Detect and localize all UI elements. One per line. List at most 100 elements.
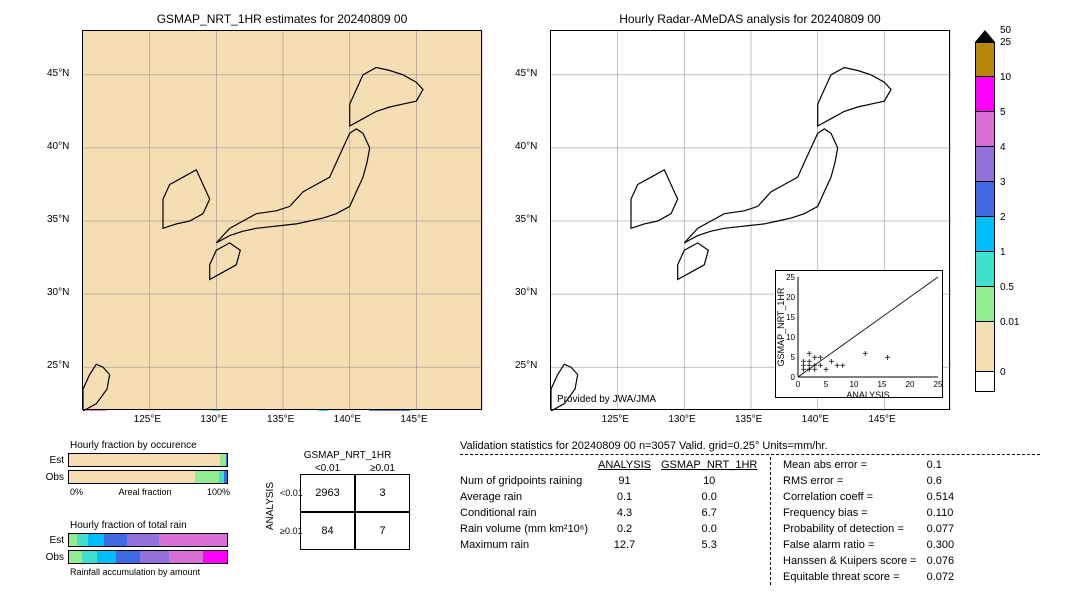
metric-key: Probability of detection = [783,521,927,537]
metric-val: 0.110 [927,505,965,521]
validation-header: Validation statistics for 20240809 00 n=… [460,440,1040,452]
colorbar-label: 1 [1000,247,1006,258]
svg-text:15: 15 [878,380,887,389]
colorbar-label: 4 [1000,142,1006,153]
stat-val: 4.3 [598,505,661,521]
stat-key: Average rain [460,489,598,505]
stat-val: 91 [598,473,661,489]
left-map-panel [82,30,482,410]
stat-val: 10 [661,473,767,489]
col-header: ANALYSIS [598,457,661,473]
colorbar-label: 25 [1000,37,1011,48]
svg-text:10: 10 [850,380,859,389]
metric-val: 0.6 [927,473,965,489]
fraction-occurrence-chart: Hourly fraction by occurenceEstObs0%Area… [40,440,230,497]
y-tick: 40°N [47,141,69,152]
x-tick: 135°E [735,414,762,425]
stat-key: Num of gridpoints raining [460,473,598,489]
fraction-total-chart: Hourly fraction of total rainEstObsRainf… [40,520,228,577]
chart-title: Hourly fraction by occurence [70,440,230,451]
svg-text:+: + [840,361,846,372]
stat-val: 12.7 [598,537,661,553]
colorbar-label: 5 [1000,107,1006,118]
figure-container: GSMAP_NRT_1HR estimates for 20240809 00 … [0,0,1080,612]
est-bar [68,533,228,547]
colorbar-segment [975,182,995,217]
colorbar-label: 10 [1000,72,1011,83]
colorbar-segment [975,217,995,252]
metric-val: 0.077 [927,521,965,537]
svg-text:5: 5 [791,353,796,362]
svg-text:ANALYSIS: ANALYSIS [846,390,889,399]
est-label: Est [40,535,68,546]
metric-key: False alarm ratio = [783,537,927,553]
colorbar-segment [975,77,995,112]
svg-text:10: 10 [786,333,795,342]
svg-text:15: 15 [786,313,795,322]
x-tick: 125°E [602,414,629,425]
colorbar-segment [975,147,995,182]
svg-text:5: 5 [824,380,829,389]
scatter-inset: 00551010151520202525++++++++++++++++++AN… [775,270,943,398]
y-tick: 35°N [47,214,69,225]
stat-val: 5.3 [661,537,767,553]
colorbar-segment [975,112,995,147]
obs-label: Obs [40,472,68,483]
contingency-row-header: ANALYSIS [265,482,276,530]
contingency-cell: 2963 [300,474,355,512]
stat-val: 0.1 [598,489,661,505]
contingency-table: GSMAP_NRT_1HRANALYSIS<0.01≥0.01<0.012963… [265,450,410,550]
y-tick: 30°N [515,287,537,298]
metric-key: Hanssen & Kuipers score = [783,553,927,569]
colorbar: 502510543210.50.010 [975,30,995,392]
svg-text:0: 0 [796,380,801,389]
svg-text:+: + [806,365,812,376]
stat-key: Conditional rain [460,505,598,521]
y-tick: 25°N [515,360,537,371]
contingency-col-label: ≥0.01 [355,463,410,474]
metric-val: 0.076 [927,553,965,569]
contingency-col-label: <0.01 [300,463,355,474]
metric-key: Frequency bias = [783,505,927,521]
colorbar-label: 0.01 [1000,317,1019,328]
stat-key: Rain volume (mm km²10⁶) [460,521,598,537]
svg-text:+: + [817,353,823,364]
metric-key: Mean abs error = [783,457,927,473]
svg-text:20: 20 [906,380,915,389]
colorbar-segment [975,42,995,77]
axis-min: 0% [70,487,83,497]
colorbar-label: 2 [1000,212,1006,223]
colorbar-segment [975,287,995,322]
metric-key: Correlation coeff = [783,489,927,505]
x-tick: 140°E [334,414,361,425]
y-tick: 35°N [515,214,537,225]
x-tick: 145°E [400,414,427,425]
x-tick: 130°E [200,414,227,425]
svg-text:25: 25 [786,273,795,282]
svg-text:GSMAP_NRT_1HR: GSMAP_NRT_1HR [776,287,786,366]
metric-val: 0.300 [927,537,965,553]
svg-text:+: + [885,353,891,364]
x-tick: 130°E [668,414,695,425]
attribution-text: Provided by JWA/JMA [557,394,656,405]
x-tick: 140°E [802,414,829,425]
left-map-title: GSMAP_NRT_1HR estimates for 20240809 00 [82,12,482,26]
metric-key: Equitable threat score = [783,569,927,585]
obs-bar [68,550,228,564]
contingency-row-label: <0.01 [280,488,300,498]
colorbar-segment [975,372,995,392]
svg-text:+: + [812,361,818,372]
metric-val: 0.514 [927,489,965,505]
y-tick: 40°N [515,141,537,152]
x-tick: 125°E [134,414,161,425]
validation-stats: Validation statistics for 20240809 00 n=… [460,440,1040,585]
metric-val: 0.072 [927,569,965,585]
axis-label: Areal fraction [118,487,171,497]
y-tick: 25°N [47,360,69,371]
contingency-cell: 3 [355,474,410,512]
svg-text:20: 20 [786,293,795,302]
obs-bar [68,470,228,484]
obs-label: Obs [40,552,68,563]
metric-key: RMS error = [783,473,927,489]
est-bar [68,453,228,467]
